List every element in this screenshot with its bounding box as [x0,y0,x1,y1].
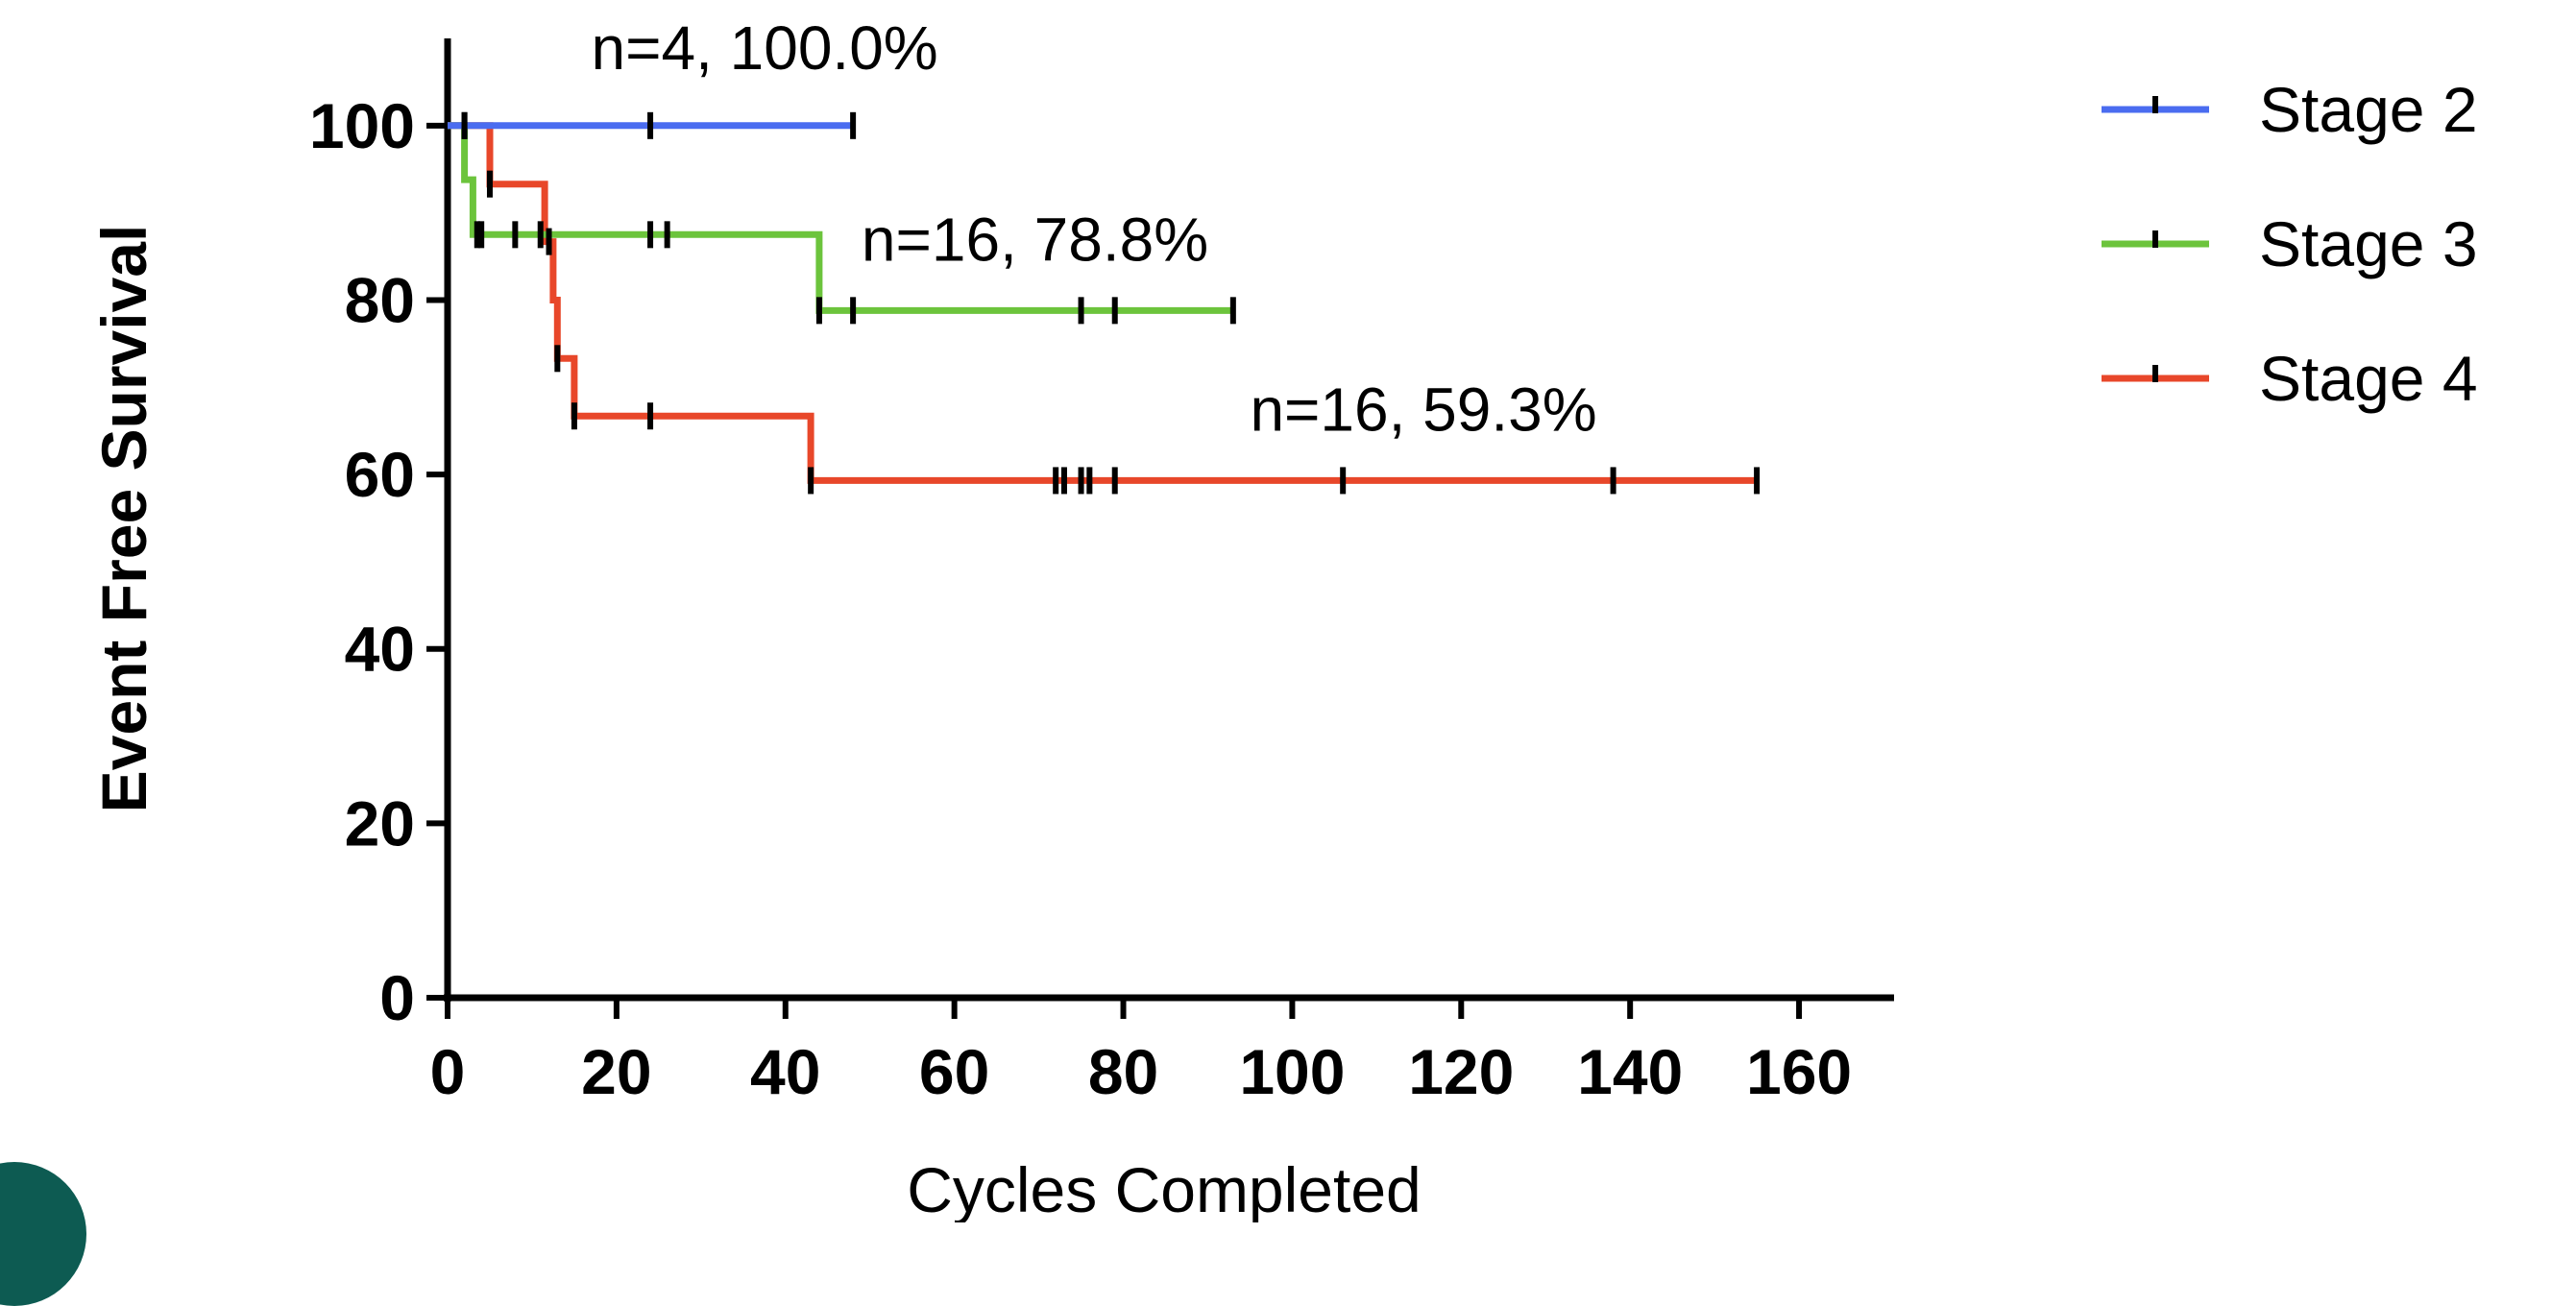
x-tick-label: 160 [1746,1036,1852,1107]
x-tick-label: 60 [919,1036,989,1107]
x-tick-label: 40 [750,1036,820,1107]
x-tick-label: 0 [430,1036,466,1107]
legend-label: Stage 3 [2259,208,2478,279]
stage-4-line [448,122,1758,484]
legend-label: Stage 4 [2259,343,2478,414]
x-tick-label: 80 [1088,1036,1158,1107]
survival-chart: 0 20 40 60 80 100 120 140 160 0 20 40 60 80 100 n=4, … [88,13,2478,1222]
x-tick-label: 120 [1408,1036,1514,1107]
legend-item-stage-3: Stage 3 [2102,208,2478,279]
legend-item-stage-4: Stage 4 [2102,343,2478,414]
legend-label: Stage 2 [2259,74,2478,145]
y-tick-label: 20 [345,787,415,859]
y-tick-label: 80 [345,264,415,335]
x-tick-label: 100 [1239,1036,1345,1107]
y-tick-label: 0 [379,962,415,1033]
x-axis-title: Cycles Completed [907,1154,1422,1222]
y-ticks: 0 20 40 60 80 100 [309,90,448,1033]
censor-marks [461,111,1761,495]
x-tick-label: 20 [581,1036,651,1107]
x-ticks: 0 20 40 60 80 100 120 140 160 [430,998,1852,1107]
stage-4-annotation: n=16, 59.3% [1250,375,1596,445]
annotations: n=4, 100.0% n=16, 78.8% n=16, 59.3% [592,13,1597,445]
legend: Stage 2 Stage 3 Stage 4 [2102,74,2478,414]
axes: 0 20 40 60 80 100 120 140 160 0 20 40 60 80 100 [309,38,1894,1107]
y-tick-label: 60 [345,439,415,510]
x-tick-label: 140 [1577,1036,1683,1107]
stage-2-annotation: n=4, 100.0% [592,13,938,83]
stage-3-annotation: n=16, 78.8% [862,206,1208,275]
y-tick-label: 40 [345,614,415,685]
legend-item-stage-2: Stage 2 [2102,74,2478,145]
y-tick-label: 100 [309,90,415,161]
y-axis-title: Event Free Survival [88,225,159,813]
